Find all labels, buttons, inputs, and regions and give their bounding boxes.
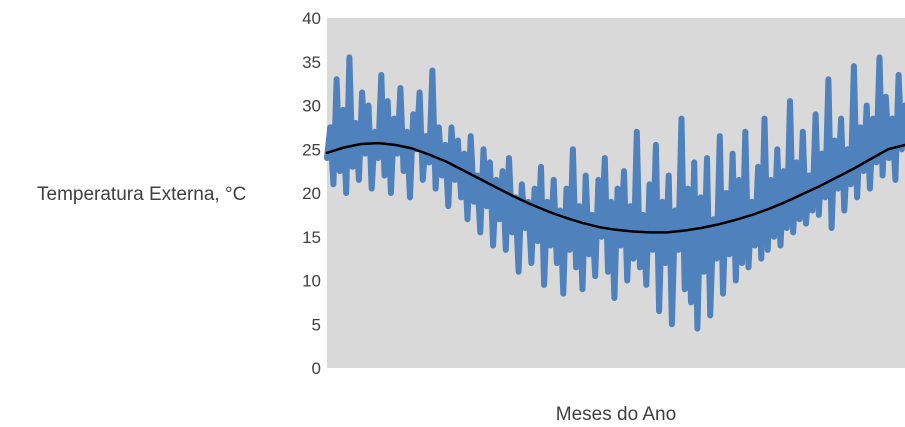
temperature-series-line <box>324 54 905 332</box>
y-tick-label: 30 <box>302 97 321 116</box>
y-axis-title: Temperatura Externa, °C <box>37 184 246 205</box>
y-tick-label: 25 <box>302 140 321 159</box>
y-tick-label: 5 <box>312 315 321 334</box>
y-tick-label: 15 <box>302 228 321 247</box>
y-tick-label: 20 <box>302 184 321 203</box>
y-tick-label: 0 <box>312 359 321 378</box>
x-axis-title: Meses do Ano <box>556 404 676 425</box>
y-tick-label: 35 <box>302 53 321 72</box>
y-tick-label: 40 <box>302 9 321 28</box>
trend-line <box>325 141 905 234</box>
y-axis-ticks: 0 5 10 15 20 25 30 35 40 <box>302 9 321 378</box>
series-group <box>324 54 905 332</box>
y-tick-label: 10 <box>302 272 321 291</box>
